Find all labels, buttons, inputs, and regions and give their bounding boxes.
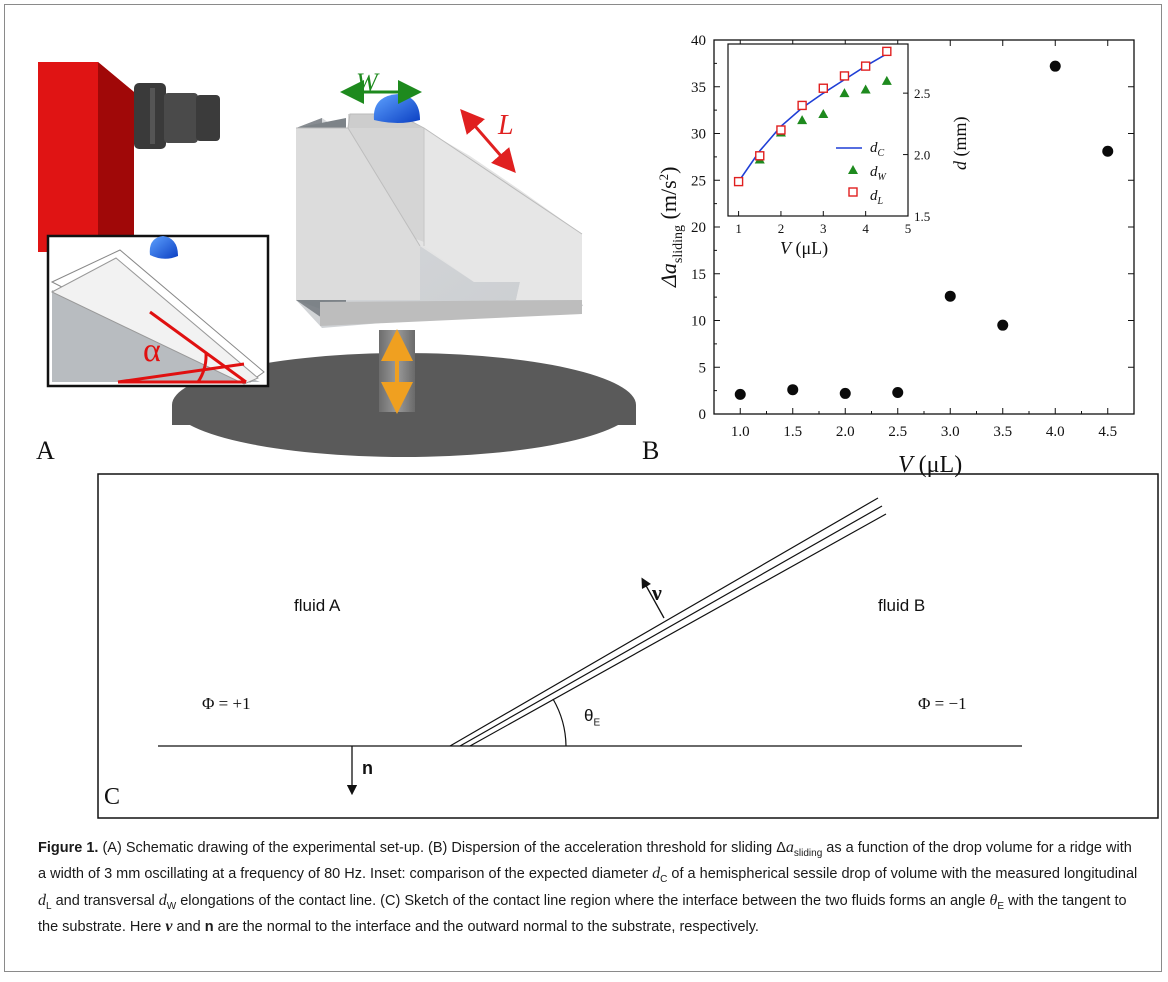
figure-frame bbox=[4, 4, 1162, 972]
length-label: L bbox=[498, 110, 514, 141]
figure-number: Figure 1. bbox=[38, 840, 99, 856]
legend-dl-swatch bbox=[848, 187, 858, 197]
inset-x-tick-label: 3 bbox=[820, 221, 827, 236]
inset-x-tick-label: 5 bbox=[905, 221, 912, 236]
n-label: n bbox=[362, 758, 373, 778]
fluid-b-label: fluid B bbox=[878, 596, 926, 615]
inset-point-dw bbox=[839, 88, 850, 98]
x-tick-label: 3.0 bbox=[941, 424, 960, 440]
inset-point-dl bbox=[882, 46, 892, 57]
x-tick-label: 2.5 bbox=[888, 424, 907, 440]
y-tick-label: 0 bbox=[699, 407, 707, 423]
phi-left-label: Φ = +1 bbox=[202, 694, 251, 713]
alpha-label: α bbox=[143, 332, 161, 369]
inset-point-dw bbox=[881, 75, 892, 85]
interface-line bbox=[449, 497, 879, 747]
nu-arrow bbox=[641, 577, 665, 619]
panel-label-a: A bbox=[36, 436, 55, 465]
inset-point-dl bbox=[818, 83, 828, 93]
data-point bbox=[839, 387, 851, 399]
y-tick-label: 30 bbox=[691, 127, 706, 143]
inset-y-tick-label: 1.5 bbox=[914, 209, 930, 224]
legend-dc-label: dC bbox=[870, 140, 885, 159]
inset-point-dl bbox=[797, 100, 807, 111]
y-tick-label: 5 bbox=[699, 360, 707, 376]
figure-caption: Figure 1. (A) Schematic drawing of the e… bbox=[38, 839, 1138, 936]
inset-point-dl bbox=[839, 71, 850, 81]
angle-inset bbox=[46, 234, 270, 388]
theta-label: θE bbox=[584, 706, 601, 729]
inset-y-tick-label: 2.0 bbox=[914, 148, 930, 163]
inset-point-dl bbox=[733, 176, 744, 187]
fluid-a-label: fluid A bbox=[294, 596, 341, 615]
data-point bbox=[787, 384, 799, 396]
panel-label-c: C bbox=[104, 784, 121, 810]
data-point bbox=[1102, 145, 1114, 157]
width-label: W bbox=[356, 68, 378, 97]
inset-x-tick-label: 4 bbox=[862, 221, 869, 236]
data-point bbox=[997, 319, 1009, 331]
x-tick-label: 2.0 bbox=[836, 424, 855, 440]
x-tick-label: 1.0 bbox=[731, 424, 750, 440]
x-tick-label: 3.5 bbox=[993, 424, 1012, 440]
ridge-plate bbox=[296, 113, 583, 326]
y-tick-label: 15 bbox=[691, 267, 706, 283]
theta-arc bbox=[552, 698, 567, 747]
y-tick-label: 35 bbox=[691, 80, 706, 96]
inset-point-dw bbox=[797, 115, 808, 125]
legend-dw-swatch bbox=[848, 165, 858, 174]
legend-dw-label: dW bbox=[870, 164, 888, 183]
inset-point-dl bbox=[755, 151, 765, 161]
y-tick-label: 40 bbox=[691, 33, 706, 49]
camera bbox=[38, 62, 220, 252]
inset-x-tick-label: 2 bbox=[778, 221, 785, 236]
inset-x-tick-label: 1 bbox=[735, 221, 742, 236]
data-point bbox=[1049, 60, 1061, 72]
x-tick-label: 4.0 bbox=[1046, 424, 1065, 440]
data-point bbox=[734, 388, 746, 400]
data-point bbox=[944, 290, 956, 302]
data-point bbox=[892, 386, 904, 398]
y-axis-label: Δasliding (m/s2) bbox=[656, 167, 686, 289]
inset-y-tick-label: 2.5 bbox=[914, 86, 930, 101]
inset-point-dl bbox=[776, 125, 786, 135]
nu-label: ν bbox=[652, 580, 662, 605]
x-tick-label: 4.5 bbox=[1098, 424, 1117, 440]
inset-point-dw bbox=[860, 84, 871, 94]
inset-point-dw bbox=[818, 109, 829, 119]
inset-x-axis-label: V (μL) bbox=[780, 238, 828, 259]
y-tick-label: 10 bbox=[691, 314, 706, 330]
length-arrow bbox=[460, 108, 516, 174]
inset-frame bbox=[727, 43, 909, 217]
legend-dl-label: dL bbox=[870, 188, 884, 207]
phi-right-label: Φ = −1 bbox=[918, 694, 967, 713]
y-tick-label: 20 bbox=[691, 220, 706, 236]
y-tick-label: 25 bbox=[691, 173, 706, 189]
inset-point-dl bbox=[860, 61, 871, 71]
panel-label-b: B bbox=[642, 436, 660, 465]
x-tick-label: 1.5 bbox=[783, 424, 802, 440]
inset-y-axis-label: d (mm) bbox=[950, 117, 971, 171]
